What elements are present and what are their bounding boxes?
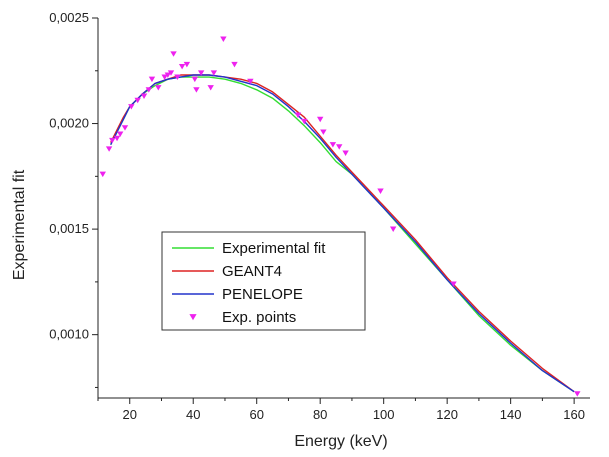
exp-point-marker	[121, 125, 129, 131]
x-tick-label: 100	[373, 407, 395, 422]
exp-point-marker	[336, 144, 343, 150]
exp-point-marker	[294, 112, 302, 118]
exp-point-marker	[574, 391, 581, 397]
exp-point-marker	[140, 93, 148, 99]
exp-point-marker	[301, 118, 308, 125]
y-tick-label: 0,0025	[49, 10, 89, 25]
exp-point-marker	[183, 61, 191, 68]
series-lines	[110, 74, 575, 393]
exp-point-marker	[145, 87, 152, 93]
exp-point-marker	[342, 150, 349, 156]
exp-point-marker	[320, 129, 327, 135]
exp-point-marker	[193, 87, 200, 93]
x-tick-label: 120	[436, 407, 458, 422]
exp-point-marker	[377, 188, 384, 194]
exp-point-marker	[329, 142, 337, 148]
exp-point-marker	[164, 72, 172, 78]
series-line-penelope	[110, 74, 575, 393]
exp-point-marker	[167, 70, 175, 76]
exp-point-marker	[128, 104, 135, 110]
x-tick-label: 160	[563, 407, 585, 422]
legend: Experimental fit GEANT4 PENELOPE Exp. point…	[161, 231, 366, 331]
exp-point-marker	[197, 70, 205, 76]
exp-point-marker	[174, 74, 181, 80]
x-tick-label: 80	[313, 407, 327, 422]
y-tick-label: 0,0010	[49, 327, 89, 342]
exp-point-marker	[113, 135, 121, 142]
x-tick-label: 40	[186, 407, 200, 422]
exp-point-marker	[117, 131, 124, 137]
exp-point-marker	[155, 85, 162, 91]
exp-point-marker	[231, 61, 238, 68]
exp-point-marker	[134, 97, 141, 104]
y-axis-title: Experimental fit	[11, 169, 28, 280]
exp-point-marker	[105, 146, 113, 152]
exp-point-marker	[170, 51, 177, 57]
x-axis-title: Energy (keV)	[294, 433, 387, 450]
axes: 20 40 60 80 100 120 140 160 0,0010 0,0015 0,0020 0,…	[49, 10, 590, 422]
exp-point-marker	[109, 137, 116, 144]
exp-point-marker	[450, 281, 457, 287]
legend-label-exp-points: Exp. points	[222, 309, 296, 326]
exp-points-series	[99, 36, 581, 397]
y-tick-label: 0,0020	[49, 116, 89, 131]
exp-point-marker	[148, 76, 156, 83]
legend-label-penelope: PENELOPE	[222, 286, 303, 303]
exp-point-marker	[178, 63, 186, 70]
exp-point-marker	[207, 85, 214, 91]
legend-label-geant4: GEANT4	[222, 263, 282, 280]
exp-point-marker	[161, 74, 168, 80]
x-tick-label: 20	[123, 407, 137, 422]
exp-point-marker	[390, 226, 397, 232]
exp-point-marker	[220, 36, 227, 42]
exp-point-marker	[99, 171, 106, 178]
legend-swatch-exp-points	[189, 314, 197, 321]
exp-point-marker	[316, 116, 324, 123]
x-tick-label: 140	[500, 407, 522, 422]
exp-point-marker	[247, 78, 254, 85]
legend-label-experimental-fit: Experimental fit	[222, 240, 326, 257]
exp-point-marker	[191, 76, 199, 83]
x-tick-label: 60	[249, 407, 263, 422]
exp-point-marker	[210, 70, 218, 76]
y-tick-label: 0,0015	[49, 221, 89, 236]
